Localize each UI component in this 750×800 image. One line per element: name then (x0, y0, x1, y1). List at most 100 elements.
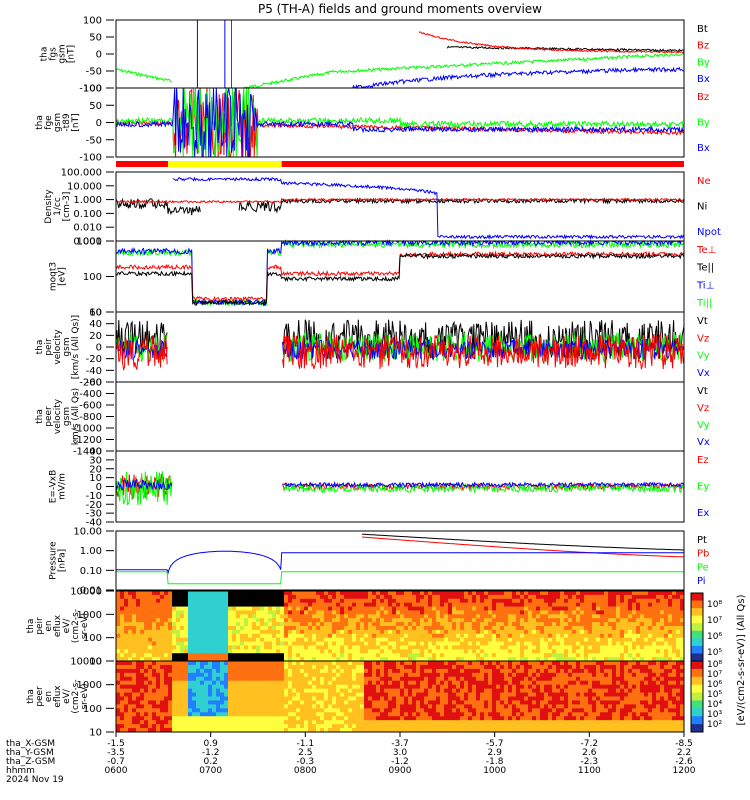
y-tick-label: 20 (89, 464, 102, 475)
spectrogram-cell (448, 641, 453, 646)
spectrogram-cell (268, 696, 273, 701)
spectrogram-cell (308, 637, 313, 643)
spectrogram-cell (628, 645, 633, 650)
spectrogram-cell (124, 708, 129, 713)
spectrogram-cell (184, 676, 189, 682)
spectrogram-cell (160, 704, 165, 709)
panel-frame (115, 381, 685, 452)
spectrogram-cell (476, 728, 481, 733)
spectrogram-cell (404, 637, 409, 643)
spectrogram-cell (608, 614, 613, 619)
spectrogram-cell (244, 661, 249, 666)
spectrogram-cell (320, 680, 325, 686)
spectrogram-cell (436, 645, 441, 650)
spectrogram-cell (440, 614, 445, 619)
y-tick-label: 10 (89, 657, 102, 668)
y-axis-label-line: peer (44, 406, 54, 427)
spectrogram-cell (212, 700, 217, 705)
spectrogram-cell (376, 684, 381, 690)
spectrogram-cell (576, 700, 581, 705)
spectrogram-cell (664, 598, 669, 604)
spectrogram-cell (644, 602, 649, 608)
spectrogram-cell (432, 696, 437, 701)
spectrogram-cell (416, 653, 421, 658)
spectrogram-cell (200, 661, 205, 666)
spectrogram-cell (664, 641, 669, 646)
spectrogram-cell (560, 594, 565, 600)
spectrogram-cell (412, 633, 417, 639)
spectrogram-cell (496, 696, 501, 701)
spectrogram-cell (516, 606, 521, 611)
spectrogram-cell (436, 700, 441, 705)
spectrogram-cell (324, 712, 329, 717)
spectrogram-cell (264, 720, 269, 725)
spectrogram-cell (508, 591, 513, 596)
spectrogram-cell (548, 626, 553, 631)
spectrogram-cell (484, 712, 489, 717)
spectrogram-cell (216, 720, 221, 725)
spectrogram-cell (412, 728, 417, 733)
spectrogram-cell (432, 700, 437, 705)
spectrogram-cell (148, 610, 153, 615)
spectrogram-cell (328, 594, 333, 600)
spectrogram-cell (472, 653, 477, 658)
spectrogram-cell (304, 645, 309, 650)
spectrogram-cell (160, 626, 165, 631)
spectrogram-cell (576, 661, 581, 666)
spectrogram-cell (404, 720, 409, 725)
spectrogram-cell (264, 649, 269, 654)
spectrogram-cell (544, 700, 549, 705)
spectrogram-cell (668, 637, 673, 643)
spectrogram-cell (480, 633, 485, 639)
spectrogram-cell (344, 622, 349, 627)
spectrogram-cell (252, 680, 257, 686)
spectrogram-cell (660, 641, 665, 646)
spectrogram-cell (628, 618, 633, 623)
spectrogram-cell (344, 602, 349, 608)
spectrogram-cell (196, 610, 201, 615)
spectrogram-cell (628, 594, 633, 600)
spectrogram-cell (156, 724, 161, 729)
spectrogram-cell (340, 653, 345, 658)
spectrogram-cell (152, 720, 157, 725)
spectrogram-cell (380, 649, 385, 654)
spectrogram-cell (380, 626, 385, 631)
spectrogram-cell (288, 728, 293, 733)
spectrogram-cell (556, 728, 561, 733)
spectrogram-cell (476, 676, 481, 682)
spectrogram-cell (568, 645, 573, 650)
spectrogram-cell (276, 637, 281, 643)
spectrogram-cell (180, 724, 185, 729)
spectrogram-cell (492, 692, 497, 697)
spectrogram-cell (396, 614, 401, 619)
spectrogram-cell (388, 672, 393, 678)
spectrogram-cell (476, 684, 481, 690)
spectrogram-cell (120, 680, 125, 686)
spectrogram-cell (440, 708, 445, 713)
spectrogram-cell (412, 653, 417, 658)
spectrogram-cell (320, 602, 325, 608)
spectrogram-cell (592, 618, 597, 623)
spectrogram-cell (420, 720, 425, 725)
spectrogram-cell (592, 688, 597, 694)
spectrogram-cell (380, 696, 385, 701)
spectrogram-cell (372, 594, 377, 600)
spectrogram-cell (132, 688, 137, 694)
spectrogram-cell (240, 594, 245, 600)
spectrogram-cell (200, 610, 205, 615)
spectrogram-cell (396, 591, 401, 596)
spectrogram-cell (440, 633, 445, 639)
spectrogram-cell (440, 696, 445, 701)
spectrogram-cell (420, 692, 425, 697)
spectrogram-cell (252, 720, 257, 725)
spectrogram-cell (256, 696, 261, 701)
spectrogram-cell (204, 637, 209, 643)
spectrogram-cell (208, 653, 213, 658)
spectrogram-cell (448, 720, 453, 725)
spectrogram-cell (276, 618, 281, 623)
spectrogram-cell (260, 645, 265, 650)
spectrogram-cell (336, 696, 341, 701)
spectrogram-cell (404, 626, 409, 631)
spectrogram-cell (132, 598, 137, 604)
spectrogram-cell (468, 680, 473, 686)
